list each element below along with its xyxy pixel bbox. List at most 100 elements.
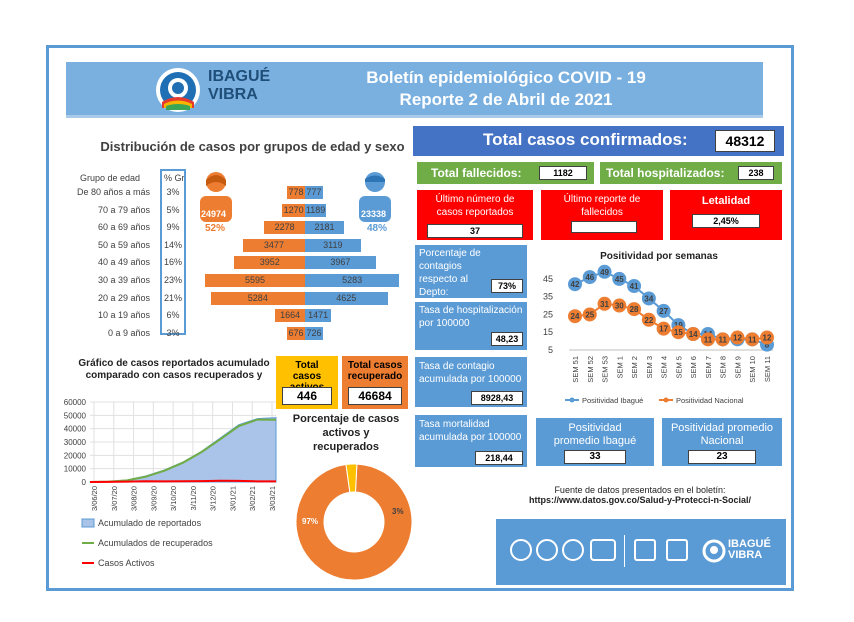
seal-icon [536,539,558,561]
seal-icon [562,539,584,561]
hospitalized-label: Total hospitalizados: [606,166,725,180]
legend-marker [663,397,669,403]
pct-contagios-value: 73% [491,279,523,293]
legend-label: Acumulados de recuperados [98,538,213,548]
hosp-rate-value: 48,23 [491,332,523,346]
source-line-2: https://www.datos.gov.co/Salud-y-Protecc… [528,495,752,505]
last-cases-value: 37 [427,224,523,238]
age-group-pct: 16% [163,257,182,268]
data-label: 30 [615,302,624,311]
y-tick-label: 45 [543,274,553,284]
data-label: 8 [765,341,770,350]
age-group-pct: 9% [166,222,180,233]
y-tick-label: 0 [82,478,87,487]
data-label: 24 [571,312,580,321]
contagio-rate-value: 8928,43 [471,391,523,405]
legend-label: Casos Activos [98,558,155,568]
data-label: 46 [585,273,594,282]
data-point [612,271,627,286]
male-bar: 5283 [305,274,400,287]
age-group-label: 70 a 79 años [97,204,150,215]
pct-column-box [160,169,186,335]
lethality-panel: Letalidad 2,45% [670,190,782,240]
deaths-label: Total fallecidos: [431,166,522,180]
y-tick-label: 10000 [64,465,87,474]
legend-label: Acumulado de reportados [98,518,202,528]
data-label: 14 [689,330,698,339]
pct-contagios-label: Porcentaje de contagios respecto al Dept… [419,248,481,298]
data-point [715,332,730,347]
data-label: 11 [748,335,757,344]
x-tick-label: 3/10/20 [169,486,178,511]
female-bar: 5595 [205,274,305,287]
data-label: 17 [659,325,668,334]
data-point [641,291,656,306]
contagio-rate-label: Tasa de contagio acumulada por 100000 [419,361,522,385]
data-point [730,330,745,345]
data-label: 45 [615,275,624,284]
total-confirmed-panel: Total casos confirmados: 48312 [413,126,784,156]
data-point [671,325,686,340]
x-tick-label: SEM 8 [719,356,728,379]
lethality-label: Letalidad [701,195,751,207]
x-tick-label: SEM 4 [660,356,669,379]
male-bar: 2181 [305,221,344,235]
data-label: 22 [644,316,653,325]
female-bar: 5284 [210,291,305,305]
mortality-rate-value: 218,44 [475,451,523,465]
donut-label: 3% [392,507,404,516]
logo-text: IBAGUÉ VIBRA [208,68,271,103]
data-label: 11 [704,335,713,344]
x-tick-label: SEM 53 [601,356,610,383]
mortality-rate-panel: Tasa mortalidad acumulada por 100000 218… [415,415,527,467]
header-band: IBAGUÉ VIBRA Boletín epidemiológico COVI… [66,62,763,118]
age-group-pct: 23% [163,275,182,285]
page-title: Boletín epidemiológico COVID - 19 Report… [316,67,696,111]
active-cases-value: 446 [282,387,332,405]
data-point [597,264,612,279]
x-tick-label: 3/01/21 [228,486,237,511]
female-bar: 2278 [264,221,305,235]
accum-chart-title: Gráfico de casos reportados acumulado co… [78,358,270,381]
positivity-nacional-panel: Positividad promedio Nacional 23 [662,418,782,466]
recovered-cases-value: 46684 [348,387,402,405]
footer-logo-text: IBAGUÉ VIBRA [728,538,771,561]
data-point [568,277,582,292]
y-tick-label: 40000 [64,425,87,434]
male-bar: 777 [305,186,323,199]
data-label: 11 [718,335,727,344]
hospitalized-panel: Total hospitalizados: 238 [600,162,782,184]
series-line [89,479,277,483]
last-cases-panel: Último número de casos reportados 37 [417,190,533,240]
male-person-icon [357,170,393,229]
data-label: 12 [763,334,772,343]
male-bar: 3967 [305,256,376,270]
data-label: 42 [571,280,580,289]
legend-swatch [81,518,95,528]
x-tick-label: SEM 10 [748,356,757,383]
x-tick-label: 3/09/20 [149,486,158,511]
age-group-label: 40 a 49 años [97,257,150,268]
female-bar: 778 [287,186,305,199]
deaths-value: 1182 [539,166,587,180]
female-bar: 1270 [282,203,305,217]
x-tick-label: SEM 3 [645,356,654,379]
male-bar: 1471 [305,309,332,323]
y-tick-label: 25 [543,309,553,319]
coat-of-arms-icon [634,539,656,561]
x-tick-label: SEM 9 [733,356,742,379]
x-tick-label: 3/08/20 [130,486,139,511]
accumulated-chart: 0 10000 20000 30000 40000 50000 60000 3/06/20 3/… [64,398,277,568]
female-bar: 1664 [275,309,305,323]
age-group-pct: 21% [163,292,182,303]
data-point [582,307,597,322]
music-icon [666,539,688,561]
age-group-pct: 6% [166,310,180,321]
data-point [582,270,597,285]
positivity-ibague-panel: Positividad promedio Ibagué 33 [536,418,654,466]
recovered-cases-label: Total casos recuperado [347,360,403,382]
male-total: 23338 [361,209,387,219]
y-tick-label: 15 [543,327,553,337]
female-person-icon [198,170,234,229]
data-point [612,298,627,313]
